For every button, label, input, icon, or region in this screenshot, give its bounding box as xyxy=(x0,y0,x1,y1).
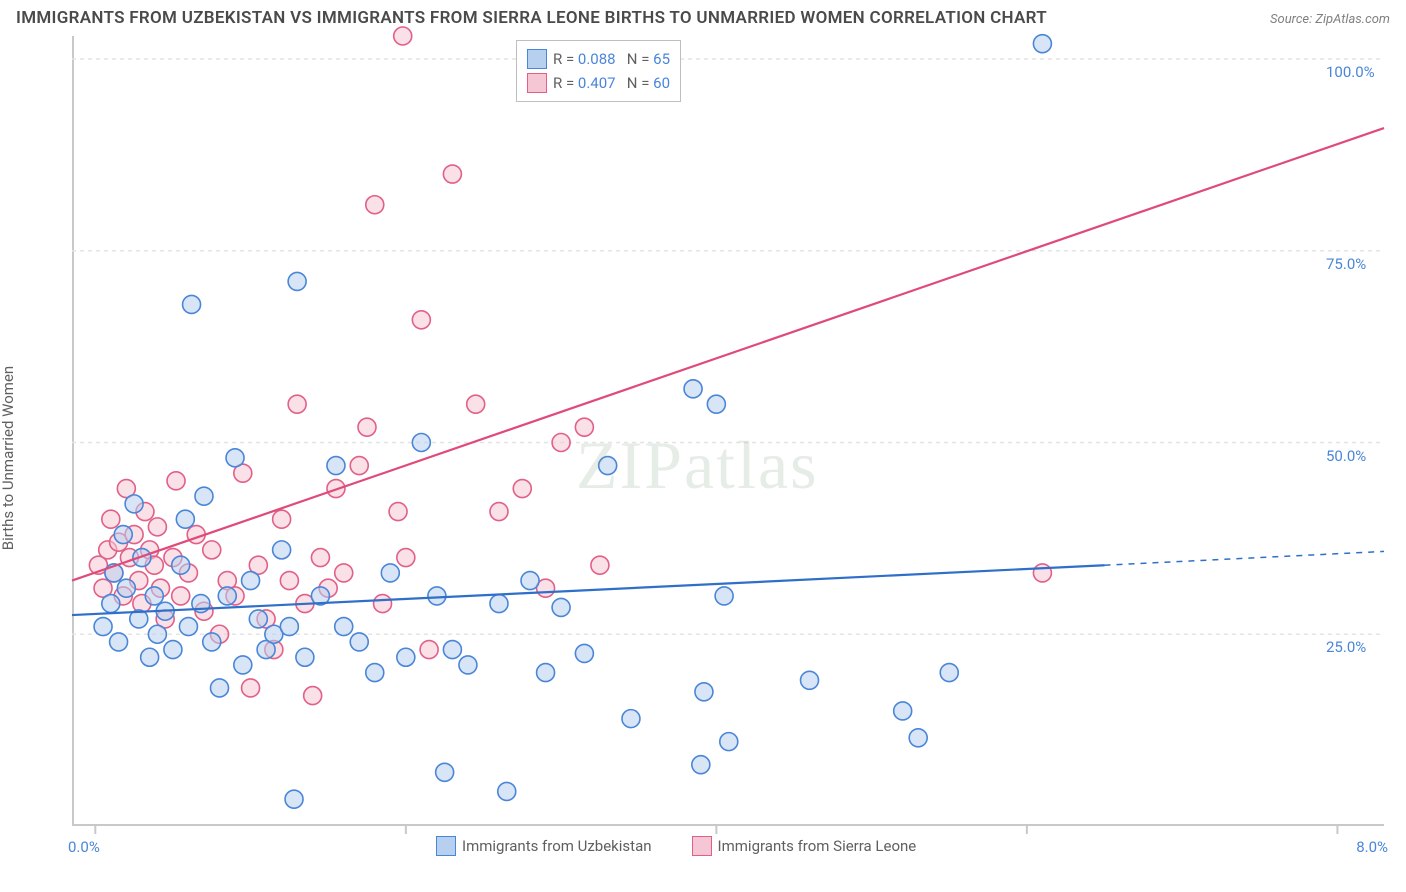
bottom-legend-label: Immigrants from Sierra Leone xyxy=(718,837,917,855)
legend-swatch xyxy=(527,49,547,69)
y-tick-label: 50.0% xyxy=(1326,447,1366,465)
source-attribution: Source: ZipAtlas.com xyxy=(1270,12,1390,27)
bottom-legend-item: Immigrants from Uzbekistan xyxy=(436,834,652,858)
y-tick-label: 25.0% xyxy=(1326,638,1366,656)
bottom-legend-item: Immigrants from Sierra Leone xyxy=(692,834,917,858)
chart-area: Births to Unmarried Women ZIPatlas R = 0… xyxy=(16,36,1390,862)
bottom-legend: Immigrants from Uzbekistan Immigrants fro… xyxy=(436,834,916,858)
legend-stats-row: R = 0.407 N = 60 xyxy=(527,71,670,95)
legend-swatch xyxy=(527,73,547,93)
legend-swatch xyxy=(692,836,712,856)
legend-stats-text: R = 0.088 N = 65 xyxy=(553,50,670,68)
x-tick-min: 0.0% xyxy=(68,838,100,856)
bottom-legend-label: Immigrants from Uzbekistan xyxy=(462,837,652,855)
y-tick-label: 100.0% xyxy=(1326,63,1375,81)
legend-swatch xyxy=(436,836,456,856)
x-tick-max: 8.0% xyxy=(1356,838,1388,856)
scatter-plot-svg xyxy=(72,36,1384,826)
legend-stats-box: R = 0.088 N = 65 R = 0.407 N = 60 xyxy=(516,40,681,102)
chart-title: IMMIGRANTS FROM UZBEKISTAN VS IMMIGRANTS… xyxy=(16,8,1047,28)
legend-stats-row: R = 0.088 N = 65 xyxy=(527,47,670,71)
y-tick-label: 75.0% xyxy=(1326,255,1366,273)
legend-stats-text: R = 0.407 N = 60 xyxy=(553,74,670,92)
y-axis-label: Births to Unmarried Women xyxy=(0,366,17,550)
